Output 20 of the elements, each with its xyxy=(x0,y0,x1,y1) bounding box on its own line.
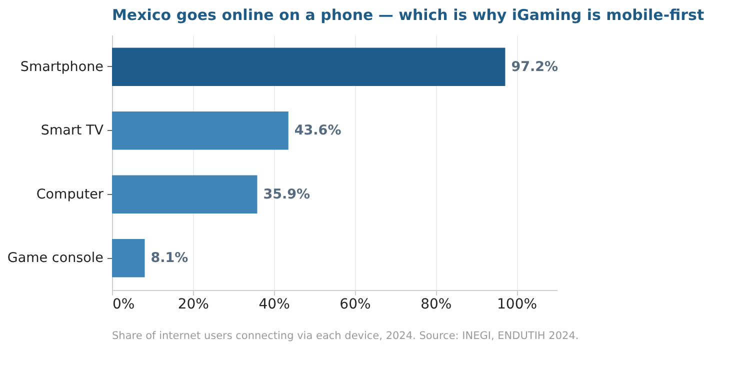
x-tick-label: 100% xyxy=(497,296,538,312)
bar xyxy=(112,112,288,150)
bar xyxy=(112,175,258,214)
data-label: 43.6% xyxy=(294,122,342,139)
data-label: 8.1% xyxy=(150,250,189,266)
x-tick-label: 0% xyxy=(112,296,135,312)
x-tick-label: 80% xyxy=(420,296,452,312)
text: Share of internet users connecting via each device, 2024. Source: INEGI, ENDUTIH 2024. xyxy=(112,330,579,342)
x-tick-label: 60% xyxy=(340,296,371,312)
bar xyxy=(112,239,145,278)
x-tick-label: 40% xyxy=(258,296,290,312)
x-tick-label: 20% xyxy=(178,296,209,312)
y-tick-label: Computer xyxy=(36,186,104,202)
data-label: 97.2% xyxy=(511,58,559,75)
data-label: 35.9% xyxy=(263,186,311,202)
y-tick-label: Smart TV xyxy=(40,122,104,139)
bar xyxy=(112,48,506,86)
chart-title: Mexico goes online on a phone — which is why iGaming is mobile-first xyxy=(112,6,704,24)
y-tick-label: Smartphone xyxy=(20,58,104,75)
y-tick-label: Game console xyxy=(7,250,104,266)
